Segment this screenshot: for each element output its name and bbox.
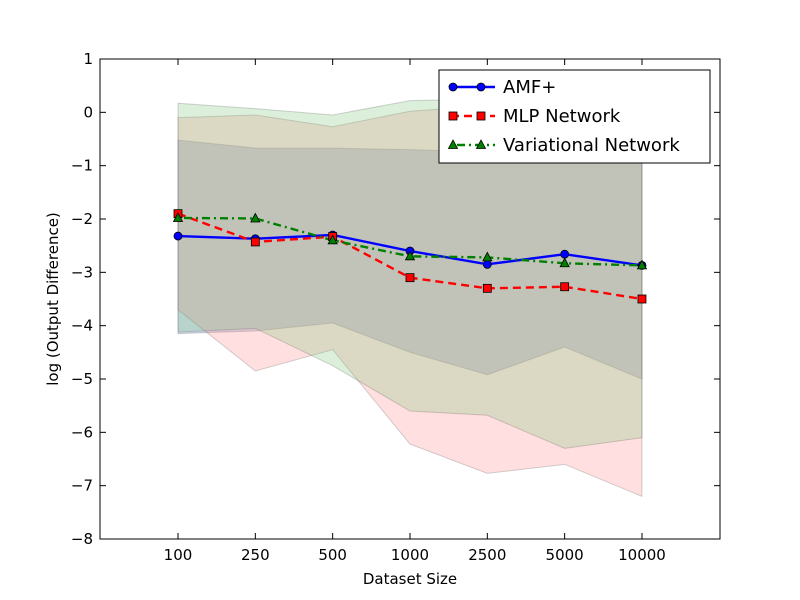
y-tick-label: −4 <box>71 317 93 335</box>
legend-marker-0-a <box>448 82 458 92</box>
point-series-2-3 <box>404 250 416 261</box>
y-axis: 1 0 −1 −2 −3 −4 −5 −6 −7 −8 <box>71 50 720 548</box>
point-series-1-6 <box>637 294 647 304</box>
y-tick-label: −6 <box>71 423 93 441</box>
point-series-1-3 <box>405 273 415 283</box>
x-tick-label: 10000 <box>618 546 666 564</box>
legend-label-1: MLP Network <box>503 106 621 127</box>
y-tick-label: −2 <box>71 210 93 228</box>
legend-marker-1-b <box>476 111 486 121</box>
legend-marker-2-a <box>447 139 459 149</box>
point-series-2-6 <box>636 259 648 270</box>
point-series-2-0 <box>172 212 184 222</box>
legend-marker-2-b <box>475 139 487 149</box>
y-tick-label: 0 <box>83 103 93 121</box>
x-tick-label: 5000 <box>546 546 584 564</box>
point-series-0-0 <box>173 231 183 241</box>
point-series-0-4 <box>482 259 492 269</box>
point-series-2-5 <box>559 257 570 268</box>
legend-marker-0-b <box>476 82 486 92</box>
band-series-1 <box>177 105 643 498</box>
x-tick-label: 1000 <box>391 546 429 564</box>
y-tick-label: −3 <box>71 263 93 281</box>
point-series-2-1 <box>250 212 261 223</box>
point-series-2-2 <box>327 234 338 245</box>
point-series-0-5 <box>560 249 570 259</box>
point-series-1-1 <box>250 237 260 247</box>
y-tick-label: −7 <box>71 477 93 495</box>
y-tick-label: −5 <box>71 370 93 388</box>
point-series-1-5 <box>560 282 570 292</box>
legend-label-2: Variational Network <box>503 135 680 156</box>
y-axis-title: log (Output Difference) <box>44 212 62 386</box>
point-series-2-4 <box>482 251 493 262</box>
point-series-1-4 <box>482 283 492 293</box>
x-axis: 100 250 500 1000 2500 5000 10000 <box>164 59 666 564</box>
x-tick-label: 2500 <box>468 546 506 564</box>
x-tick-label: 100 <box>164 546 193 564</box>
x-tick-label: 500 <box>318 546 347 564</box>
markers-layer <box>172 209 648 304</box>
y-tick-label: 1 <box>83 50 93 68</box>
y-tick-label: −8 <box>71 530 93 548</box>
legend-marker-1-a <box>448 111 458 121</box>
x-axis-title: Dataset Size <box>363 570 457 588</box>
legend-label-0: AMF+ <box>503 77 556 98</box>
x-tick-label: 250 <box>241 546 270 564</box>
y-tick-label: −1 <box>71 157 93 175</box>
legend: AMF+ MLP Network Variational Network <box>438 69 711 164</box>
